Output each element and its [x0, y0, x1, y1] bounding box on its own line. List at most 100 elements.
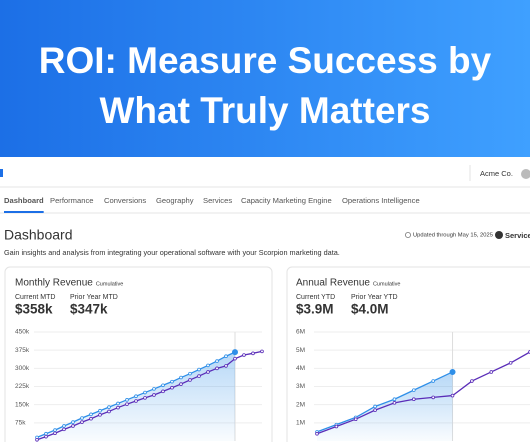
- point: [116, 405, 120, 410]
- nav-tab[interactable]: Geography: [156, 196, 194, 205]
- point: [188, 378, 192, 382]
- chart-title: Annual Revenue: [296, 278, 370, 289]
- y-tick-label: 5M: [296, 347, 305, 354]
- active-indicator: [4, 211, 44, 213]
- point: [53, 431, 57, 436]
- description: Gain insights and analysis from integrat…: [4, 248, 340, 257]
- point: [152, 393, 156, 397]
- banner-title: ROI: Measure Success by: [39, 40, 492, 81]
- point: [62, 424, 66, 428]
- point: [89, 412, 93, 417]
- point: [125, 402, 129, 406]
- nav-tab[interactable]: Capacity Marketing Engine: [241, 196, 332, 205]
- point: [44, 431, 48, 436]
- y-tick-label: 225k: [15, 383, 30, 390]
- point: [197, 374, 201, 378]
- chart-subtitle: Cumulative: [96, 281, 124, 287]
- point: [143, 396, 147, 400]
- point: [233, 356, 237, 361]
- point: [353, 417, 358, 422]
- nav-tab[interactable]: Performance: [50, 196, 93, 205]
- point: [392, 397, 397, 402]
- point: [334, 424, 339, 429]
- nav-tab[interactable]: Conversions: [104, 196, 146, 205]
- point: [188, 371, 192, 376]
- point: [412, 388, 416, 392]
- point: [53, 428, 57, 432]
- point: [179, 382, 183, 386]
- point: [80, 416, 84, 420]
- logo: [0, 169, 3, 177]
- card: [286, 266, 530, 442]
- point: [62, 427, 66, 432]
- line: [316, 371, 453, 433]
- point: [161, 383, 165, 388]
- y-tick-label: 3M: [296, 383, 305, 390]
- brand: Service: [505, 231, 530, 240]
- nav-tab[interactable]: Services: [203, 196, 232, 205]
- point: [134, 394, 138, 398]
- point: [412, 397, 416, 402]
- point: [98, 408, 102, 413]
- point: [71, 424, 75, 428]
- point: [161, 389, 165, 394]
- kpi-value: $347k: [70, 302, 108, 317]
- kpi-label: Prior Year YTD: [351, 294, 398, 301]
- point: [373, 408, 377, 412]
- point: [107, 409, 111, 414]
- point: [107, 405, 111, 409]
- point: [44, 434, 48, 439]
- point: [170, 379, 174, 384]
- point: [35, 437, 39, 442]
- point: [116, 401, 120, 406]
- y-tick-label: 300k: [15, 365, 30, 372]
- point: [392, 401, 397, 405]
- y-tick-label: 150k: [15, 401, 30, 408]
- point: [251, 351, 255, 356]
- y-tick-label: 2M: [296, 401, 305, 408]
- point: [170, 385, 174, 390]
- point: [315, 431, 319, 436]
- banner-title: What Truly Matters: [100, 90, 431, 131]
- point: [98, 413, 102, 417]
- nav-tab[interactable]: Operations Intelligence: [342, 196, 420, 205]
- y-tick-label: 375k: [15, 347, 30, 354]
- point: [143, 390, 147, 395]
- point: [134, 399, 138, 403]
- point: [206, 363, 210, 368]
- point: [80, 420, 84, 424]
- nav-tab[interactable]: Dashboard: [4, 196, 44, 205]
- y-tick-label: 6M: [296, 329, 305, 336]
- kpi-value: $4.0M: [351, 302, 389, 317]
- account[interactable]: Acme Co.: [480, 169, 513, 178]
- point: [179, 375, 183, 380]
- chart-subtitle: Cumulative: [373, 281, 401, 287]
- point: [242, 353, 246, 357]
- point: [152, 387, 156, 391]
- point: [224, 364, 228, 368]
- kpi-value: $358k: [15, 302, 53, 317]
- point: [71, 420, 75, 424]
- point: [373, 404, 377, 409]
- help-icon[interactable]: [521, 169, 530, 179]
- kpi-value: $3.9M: [296, 302, 334, 317]
- point: [431, 395, 435, 400]
- y-tick-label: 75k: [15, 420, 26, 427]
- point: [450, 393, 455, 398]
- point: [215, 366, 219, 371]
- updated: Updated through May 15, 2025: [413, 233, 493, 239]
- page-heading: Dashboard: [4, 227, 73, 243]
- point: [215, 359, 219, 363]
- kpi-label: Prior Year MTD: [70, 294, 118, 301]
- kpi-label: Current MTD: [15, 294, 55, 301]
- refresh-icon[interactable]: [404, 231, 412, 239]
- point: [89, 416, 93, 421]
- point: [231, 349, 238, 356]
- y-tick-label: 4M: [296, 365, 305, 372]
- kpi-label: Current YTD: [296, 294, 335, 301]
- point: [125, 398, 129, 402]
- point: [197, 367, 201, 372]
- chart-title: Monthly Revenue: [15, 278, 93, 289]
- point: [431, 379, 435, 383]
